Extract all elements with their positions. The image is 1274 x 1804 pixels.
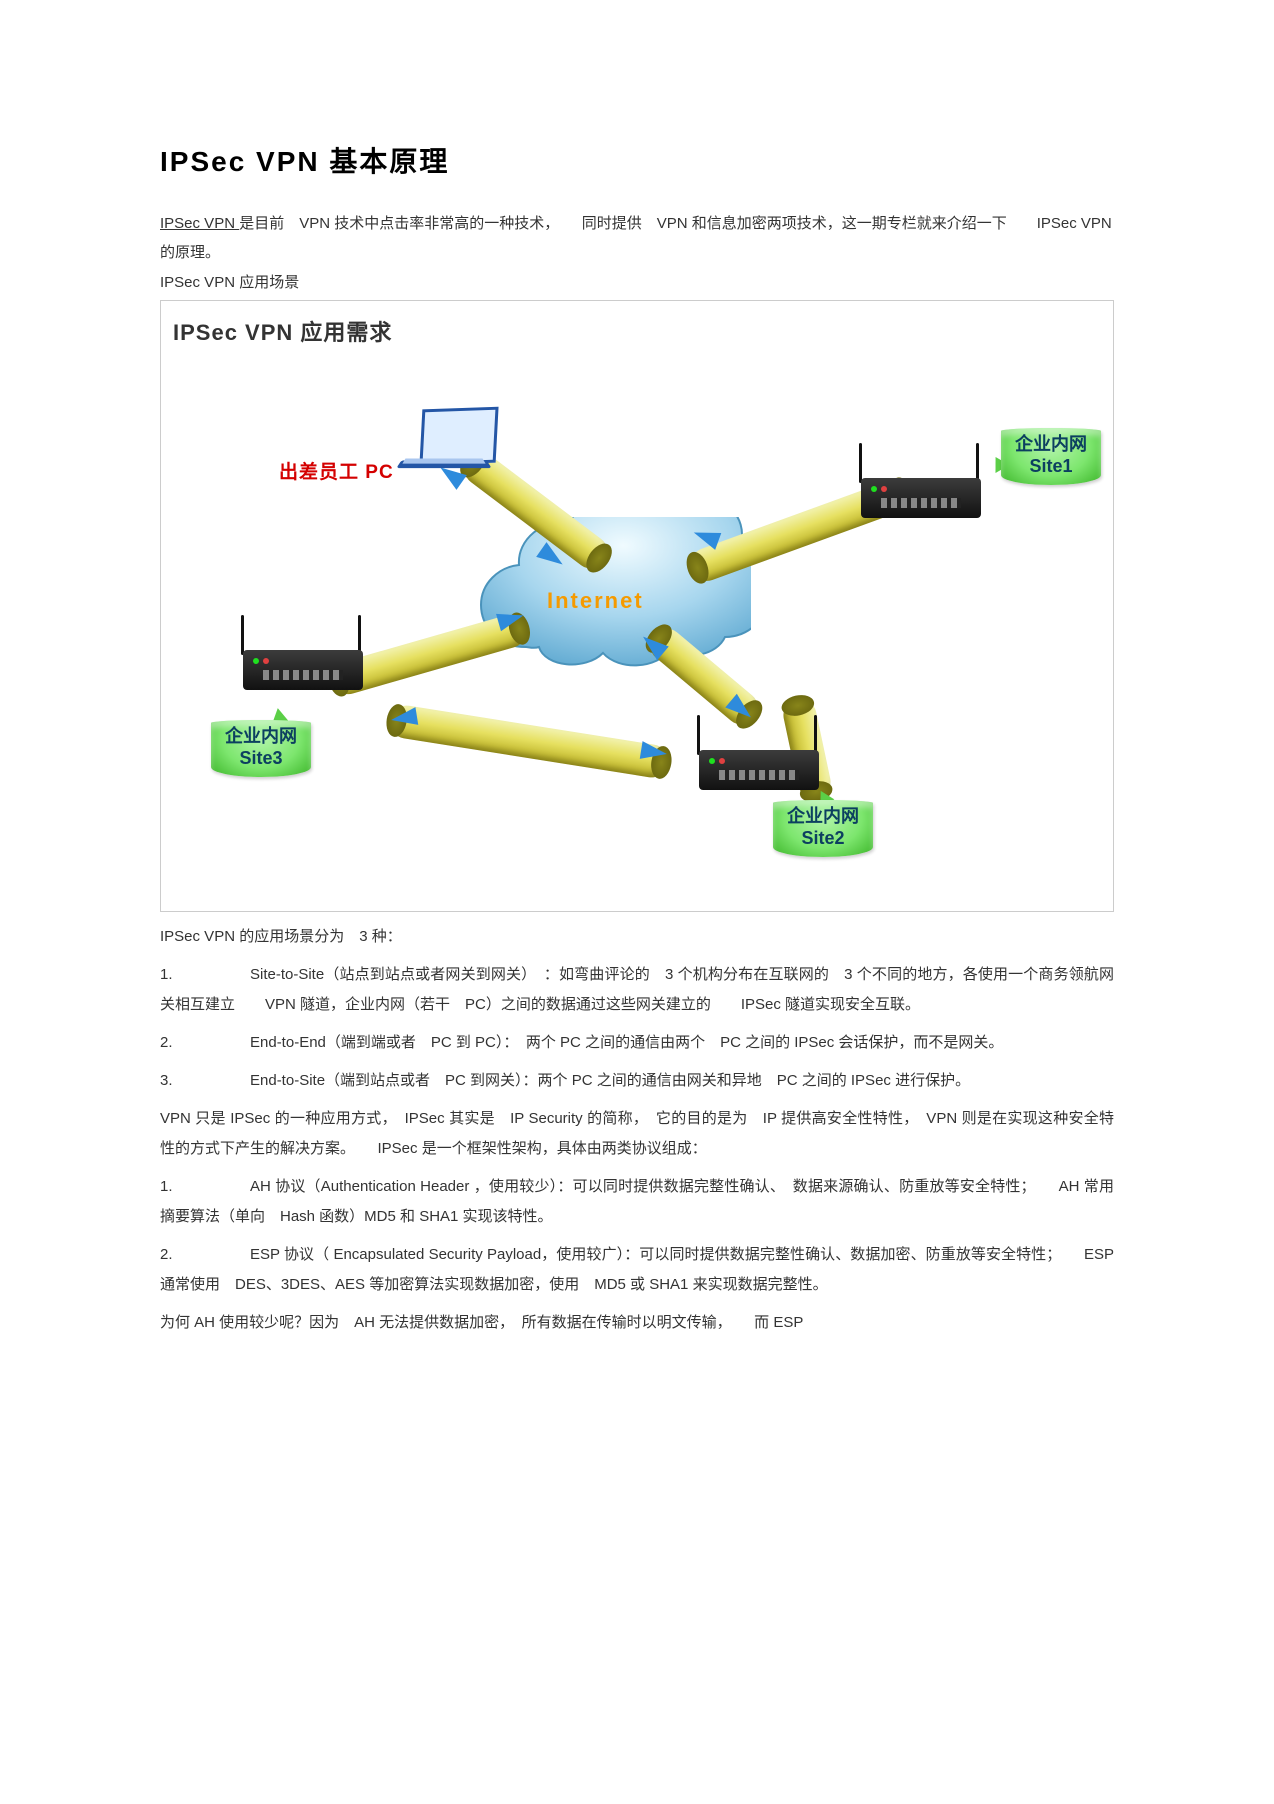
diagram-heading: IPSec VPN 应用需求 — [161, 301, 1113, 347]
protocol-2: 2.ESP 协议（ Encapsulated Security Payload，… — [160, 1240, 1114, 1300]
arrow-icon — [640, 741, 668, 763]
site3-sub: Site3 — [239, 748, 282, 768]
body-text: IPSec VPN 的应用场景分为 3 种： 1.Site-to-Site（站点… — [160, 922, 1114, 1338]
staff-pc-label: 出差员工 PC — [279, 457, 394, 484]
protocol-1: 1.AH 协议（Authentication Header ，使用较少）：可以同… — [160, 1172, 1114, 1232]
intro-paragraph: IPSec VPN 是目前 VPN 技术中点击率非常高的一种技术， 同时提供 V… — [160, 210, 1114, 267]
router-site2-icon — [679, 720, 839, 795]
site2-bubble: 企业内网 Site2 — [773, 800, 873, 857]
site3-label: 企业内网 — [225, 726, 297, 746]
intro-rest: 是目前 VPN 技术中点击率非常高的一种技术， 同时提供 VPN 和信息加密两项… — [160, 215, 1112, 261]
site1-bubble: 企业内网 Site1 — [1001, 428, 1101, 485]
site2-sub: Site2 — [801, 828, 844, 848]
site1-label: 企业内网 — [1015, 434, 1087, 454]
diagram-container: IPSec VPN 应用需求 Internet — [160, 300, 1114, 912]
scenario-2: 2.End-to-End（端到端或者 PC 到 PC）： 两个 PC 之间的通信… — [160, 1028, 1114, 1058]
page-title: IPSec VPN 基本原理 — [160, 140, 1114, 180]
scenario-3: 3.End-to-Site（端到站点或者 PC 到网关）：两个 PC 之间的通信… — [160, 1066, 1114, 1096]
cloud-label: Internet — [547, 588, 644, 614]
site1-sub: Site1 — [1029, 456, 1072, 476]
router-site3-icon — [223, 620, 383, 695]
scenarios-intro: IPSec VPN 的应用场景分为 3 种： — [160, 922, 1114, 952]
site3-bubble: 企业内网 Site3 — [211, 720, 311, 777]
subheader: IPSec VPN 应用场景 — [160, 271, 1114, 292]
laptop-icon — [399, 414, 499, 484]
site2-label: 企业内网 — [787, 806, 859, 826]
closing-paragraph: 为何 AH 使用较少呢？因为 AH 无法提供数据加密， 所有数据在传输时以明文传… — [160, 1308, 1114, 1338]
intro-underline: IPSec VPN — [160, 215, 239, 232]
tube-site3-to-site2 — [388, 703, 670, 779]
diagram-canvas: Internet 出差员工 PC — [161, 352, 1113, 907]
vpn-paragraph: VPN 只是 IPSec 的一种应用方式， IPSec 其实是 IP Secur… — [160, 1104, 1114, 1164]
scenario-1: 1.Site-to-Site（站点到站点或者网关到网关） ：如弯曲评论的 3 个… — [160, 960, 1114, 1020]
router-site1-icon — [841, 448, 1001, 523]
